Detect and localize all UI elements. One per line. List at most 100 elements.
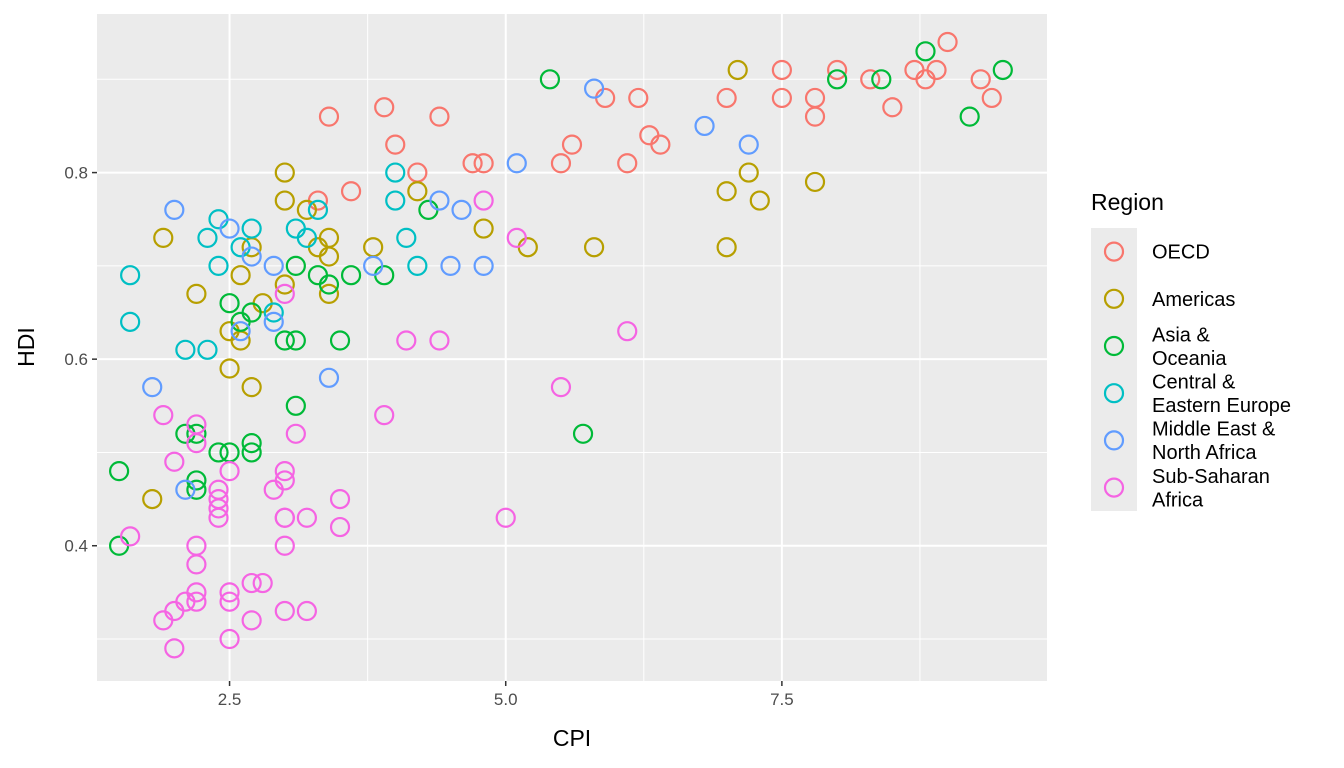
point-series-0-17 bbox=[771, 59, 792, 81]
point-series-5-41 bbox=[495, 507, 516, 528]
legend-key-1 bbox=[1103, 288, 1125, 309]
point-series-0-26 bbox=[926, 59, 947, 81]
point-series-1-19 bbox=[407, 181, 428, 202]
legend-label-0: OECD bbox=[1152, 242, 1210, 264]
point-series-5-44 bbox=[617, 321, 638, 342]
legend-title: Region bbox=[1091, 189, 1164, 215]
point-series-2-3 bbox=[186, 479, 207, 500]
point-series-2-6 bbox=[208, 442, 229, 463]
point-series-4-3 bbox=[219, 218, 240, 239]
point-series-4-0 bbox=[142, 377, 163, 398]
point-series-4-13 bbox=[473, 255, 494, 276]
point-series-3-13 bbox=[385, 162, 406, 183]
point-series-5-0 bbox=[120, 526, 141, 547]
y-tick-label-1: 0.6 bbox=[64, 350, 88, 369]
point-series-1-8 bbox=[241, 377, 262, 398]
point-series-5-32 bbox=[285, 423, 306, 444]
point-series-5-3 bbox=[164, 451, 185, 472]
point-series-0-2 bbox=[340, 181, 362, 202]
point-series-1-26 bbox=[738, 162, 759, 183]
point-series-5-36 bbox=[329, 516, 351, 538]
point-series-1-12 bbox=[274, 190, 295, 211]
point-series-4-14 bbox=[506, 153, 527, 174]
point-series-2-23 bbox=[539, 69, 561, 90]
point-series-4-4 bbox=[230, 321, 251, 342]
point-series-1-28 bbox=[804, 171, 826, 193]
point-series-5-38 bbox=[396, 330, 417, 351]
point-series-2-28 bbox=[959, 106, 980, 127]
point-series-2-26 bbox=[871, 69, 892, 90]
point-series-3-15 bbox=[396, 227, 417, 248]
series-4 bbox=[142, 78, 759, 500]
x-axis: 2.5 5.0 7.5 bbox=[218, 681, 794, 709]
point-series-1-0 bbox=[142, 488, 163, 510]
point-series-2-13 bbox=[274, 330, 295, 351]
point-series-0-23 bbox=[882, 97, 903, 118]
legend-key-4 bbox=[1103, 430, 1125, 451]
point-series-0-20 bbox=[804, 106, 826, 127]
point-series-2-12 bbox=[241, 302, 262, 323]
point-series-0-13 bbox=[628, 87, 649, 109]
point-series-0-7 bbox=[462, 153, 483, 174]
point-series-5-42 bbox=[506, 227, 527, 248]
legend-label-4: Middle East & North Africa bbox=[1152, 419, 1276, 465]
point-series-2-19 bbox=[329, 330, 351, 351]
point-series-1-1 bbox=[153, 227, 174, 248]
point-series-5-37 bbox=[374, 405, 395, 426]
point-series-5-15 bbox=[208, 498, 229, 519]
point-series-0-9 bbox=[550, 153, 572, 174]
point-series-5-19 bbox=[219, 591, 240, 612]
y-axis-title: HDI bbox=[13, 327, 39, 367]
point-series-3-0 bbox=[120, 265, 141, 286]
point-series-2-1 bbox=[108, 461, 130, 482]
point-series-4-9 bbox=[363, 255, 384, 276]
point-series-1-10 bbox=[274, 274, 295, 295]
point-series-1-25 bbox=[727, 59, 748, 81]
point-series-3-8 bbox=[241, 218, 262, 239]
point-series-1-24 bbox=[716, 237, 737, 258]
point-series-4-15 bbox=[583, 78, 605, 99]
legend: Region OECD Americas Asia & OceaniaCentral … bbox=[1091, 189, 1291, 511]
point-series-3-9 bbox=[263, 302, 284, 323]
point-series-5-17 bbox=[219, 461, 240, 482]
point-series-5-20 bbox=[219, 628, 240, 650]
point-series-1-2 bbox=[186, 283, 207, 304]
point-series-5-21 bbox=[241, 572, 262, 594]
point-series-2-10 bbox=[241, 442, 262, 463]
series-5 bbox=[120, 190, 638, 659]
point-series-4-10 bbox=[429, 190, 450, 211]
point-series-5-22 bbox=[241, 610, 262, 631]
point-series-4-8 bbox=[318, 367, 340, 388]
point-series-0-27 bbox=[937, 31, 958, 53]
x-tick-label-2: 7.5 bbox=[770, 690, 794, 709]
point-series-3-1 bbox=[120, 311, 141, 332]
point-series-0-28 bbox=[970, 69, 991, 90]
point-series-1-17 bbox=[318, 227, 340, 248]
point-series-3-6 bbox=[208, 255, 229, 276]
point-series-5-5 bbox=[164, 638, 185, 659]
legend-label-1: Americas bbox=[1152, 289, 1235, 311]
point-series-5-40 bbox=[473, 190, 494, 211]
point-series-5-8 bbox=[186, 414, 207, 435]
point-series-1-16 bbox=[318, 283, 340, 304]
point-series-0-15 bbox=[650, 134, 671, 155]
point-series-5-18 bbox=[219, 582, 240, 603]
point-series-0-4 bbox=[385, 134, 406, 155]
legend-key-5 bbox=[1103, 477, 1125, 498]
point-series-5-16 bbox=[208, 507, 229, 528]
legend-label-2: Asia & Oceania bbox=[1152, 324, 1227, 370]
y-axis: 0.4 0.6 0.8 bbox=[64, 164, 97, 556]
point-series-5-31 bbox=[274, 600, 295, 622]
point-series-3-11 bbox=[296, 227, 317, 248]
point-series-4-11 bbox=[440, 255, 461, 276]
legend-key-3 bbox=[1103, 383, 1125, 404]
point-series-4-12 bbox=[451, 199, 472, 221]
point-series-4-5 bbox=[241, 246, 262, 267]
point-series-2-20 bbox=[340, 265, 362, 286]
point-series-2-25 bbox=[827, 69, 848, 90]
point-series-4-2 bbox=[175, 479, 196, 500]
point-series-2-27 bbox=[915, 41, 936, 62]
point-series-2-24 bbox=[572, 423, 594, 444]
data-points bbox=[108, 31, 1013, 659]
point-series-0-16 bbox=[716, 87, 737, 109]
